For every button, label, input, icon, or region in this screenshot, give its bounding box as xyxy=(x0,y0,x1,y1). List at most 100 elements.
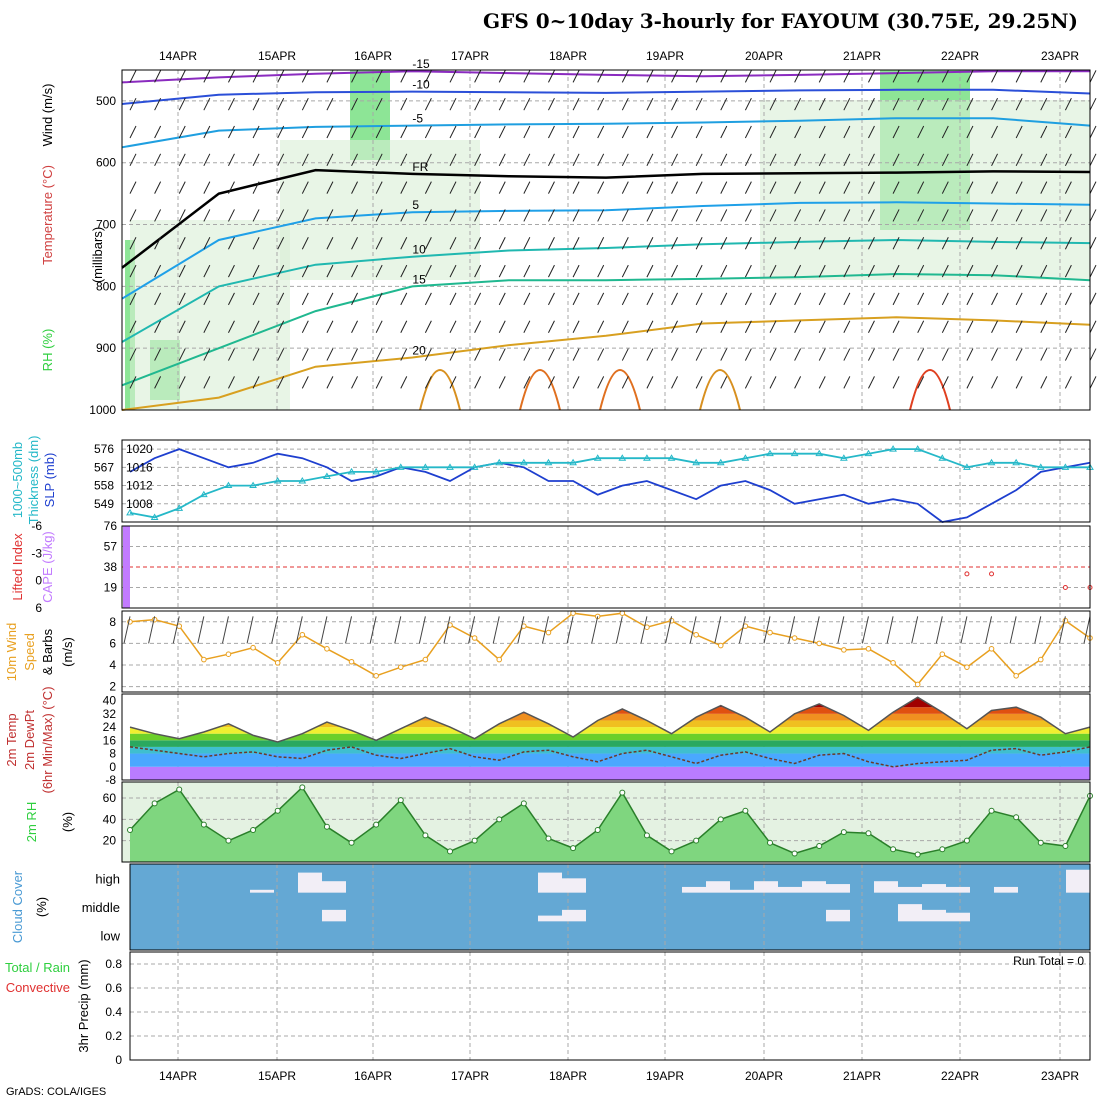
cloud-cell xyxy=(250,889,274,893)
warm-contour xyxy=(419,369,461,411)
wind-barb xyxy=(375,153,383,167)
wind-barb xyxy=(720,348,728,361)
rh-light-shade xyxy=(280,140,480,280)
wind-barb xyxy=(449,264,457,278)
wind-barb xyxy=(228,320,235,333)
cape-tick: 57 xyxy=(104,540,118,554)
precip-tick: 0.6 xyxy=(105,981,122,995)
wind-barb xyxy=(301,70,309,83)
wind-barb xyxy=(351,376,358,389)
wind-barb xyxy=(818,292,826,306)
rh-marker xyxy=(619,789,626,796)
surface-wind-barb xyxy=(714,616,722,644)
panel-frames xyxy=(121,69,1091,1061)
cloud-cell xyxy=(538,915,562,922)
thickness-marker xyxy=(175,504,184,511)
wind-barb xyxy=(548,181,555,194)
wind-barb xyxy=(744,376,752,389)
wind-speed-marker xyxy=(767,629,773,636)
wind-barb xyxy=(621,292,629,306)
temp-axis-label: 2m Temp xyxy=(4,713,19,766)
wind-axis-label: (m/s) xyxy=(60,637,75,667)
wind-barb xyxy=(178,153,186,167)
wind-barb xyxy=(400,264,408,278)
wind-barb xyxy=(277,70,285,83)
rh-marker xyxy=(127,827,133,833)
wind-barb xyxy=(621,264,629,278)
cloud-cell xyxy=(682,886,706,893)
thickness-marker xyxy=(716,458,725,466)
rh-marker xyxy=(1013,814,1020,821)
surface-wind-barb xyxy=(541,616,549,644)
wind-barb xyxy=(744,237,752,250)
wind-barb xyxy=(695,376,703,389)
panel-frame xyxy=(121,781,1091,863)
surface-wind-barb xyxy=(517,616,525,644)
wind-barb xyxy=(548,320,555,333)
wind-barb xyxy=(252,209,260,222)
date-label-top: 18APR xyxy=(549,49,587,63)
wind-barb xyxy=(154,70,162,83)
wind-barb xyxy=(424,292,432,306)
wind-barb xyxy=(351,320,358,333)
surface-wind-barb xyxy=(369,616,377,644)
wind-barb xyxy=(301,237,309,250)
wind-barb xyxy=(843,264,851,278)
cloud-cell xyxy=(778,886,802,893)
wind-barb xyxy=(646,376,654,389)
wind-axis-label: Speed xyxy=(22,633,37,671)
wind-barb xyxy=(252,348,260,361)
cloud-cell xyxy=(538,872,562,893)
wind-barb xyxy=(523,264,531,278)
wind-barb xyxy=(548,70,555,83)
slp-axis-label: Thickness (dm) xyxy=(26,436,41,525)
wind-barb xyxy=(400,70,408,83)
thickness-marker xyxy=(150,513,159,520)
wind-barb xyxy=(498,153,506,167)
rh-marker xyxy=(890,846,897,853)
cloud-cell xyxy=(994,886,1018,893)
wind-barb xyxy=(646,181,654,194)
wind-barb xyxy=(1040,237,1048,250)
wind-barb xyxy=(1064,320,1072,333)
thickness-marker xyxy=(1036,463,1045,470)
wind-barb xyxy=(868,209,875,222)
wind-barb xyxy=(818,97,826,111)
wind-barb xyxy=(203,320,211,333)
wind-barb xyxy=(228,125,235,139)
wind-barb xyxy=(1040,125,1048,139)
wind-barb xyxy=(991,181,998,194)
wind-barb xyxy=(1040,348,1048,361)
slp-axis-label: SLP (mb) xyxy=(42,453,57,508)
wind-barb xyxy=(400,125,408,139)
wind-barb xyxy=(498,209,506,222)
wind-barb xyxy=(1089,376,1097,389)
wind-barb xyxy=(1089,209,1097,222)
wind-barb xyxy=(326,320,334,333)
wind-barb xyxy=(892,209,900,222)
li-tick: -3 xyxy=(31,546,42,560)
wind-barb xyxy=(572,153,580,167)
thickness-marker xyxy=(667,454,676,461)
wind-barb xyxy=(375,348,383,361)
wind-barb xyxy=(892,125,900,139)
wind-barb xyxy=(474,348,482,361)
surface-wind-barb xyxy=(295,616,303,644)
wind-barb xyxy=(178,70,186,83)
wind-barb xyxy=(597,70,605,83)
cape-bar xyxy=(123,526,130,608)
surface-wind-barb xyxy=(886,616,894,644)
wind-barb xyxy=(424,153,432,167)
wind-speed-marker xyxy=(890,660,896,666)
rh-marker xyxy=(742,807,749,814)
wind-barb xyxy=(917,70,925,83)
rh-marker xyxy=(176,786,183,793)
surface-wind-barb xyxy=(935,616,943,644)
wind-barb xyxy=(868,153,875,167)
wind-barb xyxy=(1015,264,1023,278)
wind-barb xyxy=(1015,348,1023,361)
wind-barb xyxy=(843,70,851,83)
wind-barb xyxy=(1064,181,1072,194)
wind-speed-marker xyxy=(545,629,552,636)
